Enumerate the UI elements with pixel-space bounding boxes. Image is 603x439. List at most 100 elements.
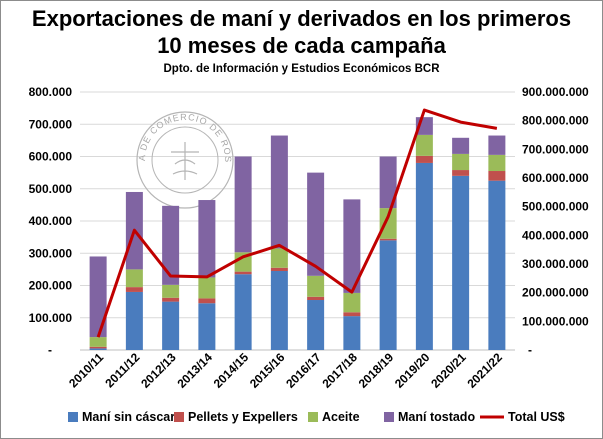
bar-2-9: [379, 238, 397, 241]
x-tick-label: 2020/21: [428, 350, 469, 391]
bars: [89, 117, 506, 350]
bar-4-7: [307, 172, 325, 276]
seal-text: BOLSA DE COMERCIO DE ROSARIO: [0, 0, 233, 163]
y-left-tick-label: 500.000: [29, 182, 73, 196]
legend-label-4: Maní tostado: [398, 410, 475, 424]
bar-4-11: [452, 137, 470, 154]
y-right-tick-label: 100.000.000: [522, 314, 589, 328]
seal-inner-ring: [151, 126, 219, 194]
legend-label-2: Pellets y Expellers: [188, 410, 298, 424]
x-tick-label: 2014/15: [211, 350, 252, 391]
y-right-tick-label: 800.000.000: [522, 114, 589, 128]
legend-label-5: Total US$: [508, 410, 565, 424]
bar-3-1: [89, 337, 107, 347]
bar-3-11: [452, 153, 470, 171]
y-axis-left: 800.000 700.000 600.000 500.000 400.000 300.0…: [29, 85, 73, 357]
legend-swatch-1: [68, 412, 78, 422]
bar-1-5: [234, 274, 252, 350]
chart-subtitle: Dpto. de Información y Estudios Económic…: [163, 63, 440, 75]
y-right-tick-label: 900.000.000: [522, 85, 589, 99]
bar-4-12: [488, 135, 506, 155]
y-left-tick-label: 100.000: [29, 311, 73, 325]
bar-2-2: [125, 287, 143, 292]
legend-swatch-3: [308, 412, 318, 422]
bar-2-11: [452, 170, 470, 176]
bar-1-8: [343, 316, 361, 350]
y-left-tick-label: -: [48, 343, 52, 357]
bar-3-4: [198, 277, 216, 299]
x-tick-label: 2017/18: [319, 350, 360, 391]
bar-1-11: [452, 175, 470, 350]
legend-swatch-4: [384, 412, 394, 422]
watermark-seal: BOLSA DE COMERCIO DE ROSARIO: [0, 0, 234, 209]
total-line: [96, 108, 498, 338]
bar-3-2: [125, 269, 143, 288]
bar-1-7: [307, 300, 325, 350]
y-left-tick-label: 300.000: [29, 246, 73, 260]
bar-3-7: [307, 275, 325, 297]
x-tick-label: 2021/22: [464, 350, 505, 391]
bar-2-7: [307, 296, 325, 301]
legend-label-3: Aceite: [322, 410, 360, 424]
bar-2-1: [89, 346, 107, 349]
bar-2-4: [198, 298, 216, 304]
bar-3-12: [488, 154, 506, 172]
bar-2-5: [234, 271, 252, 275]
seal-outer-ring: [136, 111, 234, 209]
bar-2-3: [162, 297, 180, 302]
chart-title-line2: 10 meses de cada campaña: [157, 33, 446, 58]
y-left-tick-label: 200.000: [29, 279, 73, 293]
bar-1-12: [488, 180, 506, 350]
y-right-tick-label: 200.000.000: [522, 286, 589, 300]
total-line-path: [96, 108, 498, 338]
x-tick-label: 2010/11: [66, 350, 106, 390]
x-tick-label: 2011/12: [102, 350, 142, 390]
x-tick-label: 2018/19: [356, 350, 397, 391]
bar-4-9: [379, 156, 397, 209]
bar-3-6: [270, 248, 288, 268]
bar-4-4: [198, 200, 216, 278]
x-tick-label: 2012/13: [138, 350, 179, 391]
bar-1-4: [198, 303, 216, 350]
bar-1-2: [125, 291, 143, 350]
y-axis-right: 900.000.000 800.000.000 700.000.000 600.000…: [522, 85, 589, 357]
y-left-tick-label: 700.000: [29, 117, 73, 131]
y-left-tick-label: 400.000: [29, 214, 73, 228]
x-tick-label: 2015/16: [247, 350, 288, 391]
y-right-tick-label: 300.000.000: [522, 257, 589, 271]
bar-2-8: [343, 312, 361, 317]
bar-2-12: [488, 171, 506, 181]
bar-2-6: [270, 267, 288, 271]
bar-4-5: [234, 156, 252, 253]
gridlines: [80, 91, 515, 351]
x-axis: 2010/112011/122012/132013/142014/152015/…: [66, 350, 505, 391]
bar-3-8: [343, 292, 361, 313]
chart-title: Exportaciones de maní y derivados en los…: [31, 6, 572, 31]
bar-2-10: [415, 155, 433, 163]
x-tick-label: 2019/20: [392, 350, 433, 391]
y-left-tick-label: 600.000: [29, 150, 73, 164]
bar-4-8: [343, 199, 361, 293]
bar-3-10: [415, 134, 433, 156]
y-right-tick-label: 500.000.000: [522, 200, 589, 214]
legend-label-1: Maní sin cáscara: [82, 410, 183, 424]
bar-4-1: [89, 256, 107, 338]
x-tick-label: 2016/17: [283, 350, 324, 391]
seal-emblem: [171, 142, 199, 180]
bar-4-6: [270, 135, 288, 249]
y-right-tick-label: 600.000.000: [522, 171, 589, 185]
bar-1-9: [379, 240, 397, 350]
bar-4-3: [162, 205, 180, 285]
bar-3-3: [162, 284, 180, 298]
bar-1-1: [89, 348, 107, 350]
y-left-tick-label: 800.000: [29, 85, 73, 99]
y-right-tick-label: 700.000.000: [522, 142, 589, 156]
bar-3-9: [379, 208, 397, 239]
bar-1-3: [162, 301, 180, 350]
bar-3-5: [234, 252, 252, 272]
y-right-tick-label: 400.000.000: [522, 228, 589, 242]
y-right-tick-label: -: [528, 343, 532, 357]
legend-swatch-2: [174, 412, 184, 422]
legend: Maní sin cáscara Pellets y Expellers Aceit…: [68, 410, 565, 424]
